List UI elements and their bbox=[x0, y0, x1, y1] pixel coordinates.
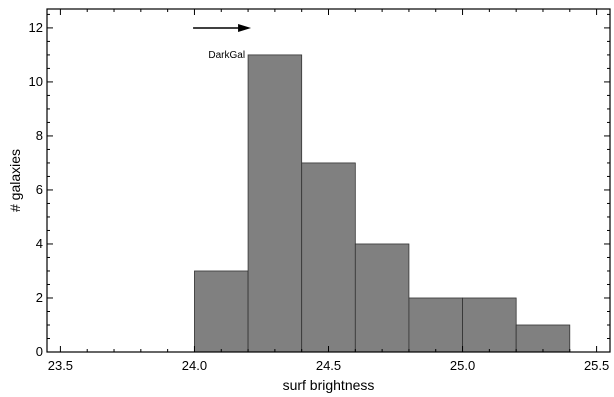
histogram-bar-2 bbox=[247, 54, 303, 353]
histogram-bar-4 bbox=[354, 243, 410, 353]
histogram-bar-5 bbox=[408, 297, 463, 353]
y-tick-label: 12 bbox=[29, 20, 43, 35]
darkgal-annotation: DarkGal bbox=[193, 24, 252, 61]
x-axis-label: surf brightness bbox=[283, 377, 375, 393]
x-tick-label: 25.5 bbox=[584, 358, 609, 373]
annotation-label: DarkGal bbox=[208, 50, 245, 61]
y-tick-label: 4 bbox=[36, 236, 43, 251]
y-axis-label: # galaxies bbox=[7, 149, 23, 212]
x-tick-label: 24.0 bbox=[182, 358, 207, 373]
annotation-arrowhead bbox=[238, 24, 252, 32]
y-tick-label: 10 bbox=[29, 74, 43, 89]
histogram-bar-1 bbox=[194, 270, 249, 353]
x-tick-label: 23.5 bbox=[48, 358, 73, 373]
x-tick-label: 25.0 bbox=[450, 358, 475, 373]
histogram-bar-3 bbox=[301, 162, 356, 353]
y-tick-label: 6 bbox=[36, 182, 43, 197]
histogram-bar-6 bbox=[462, 297, 517, 353]
bars-group bbox=[194, 54, 571, 353]
y-tick-label: 0 bbox=[36, 344, 43, 359]
y-tick-labels: 0 2 4 6 8 10 12 bbox=[29, 20, 43, 359]
y-tick-label: 8 bbox=[36, 128, 43, 143]
y-tick-label: 2 bbox=[36, 290, 43, 305]
histogram-bar-7 bbox=[515, 324, 571, 353]
major-ticks-group bbox=[47, 9, 610, 353]
x-tick-label: 24.5 bbox=[316, 358, 341, 373]
x-tick-labels: 23.5 24.0 24.5 25.0 25.5 bbox=[48, 358, 610, 373]
plot-frame bbox=[46, 8, 611, 353]
